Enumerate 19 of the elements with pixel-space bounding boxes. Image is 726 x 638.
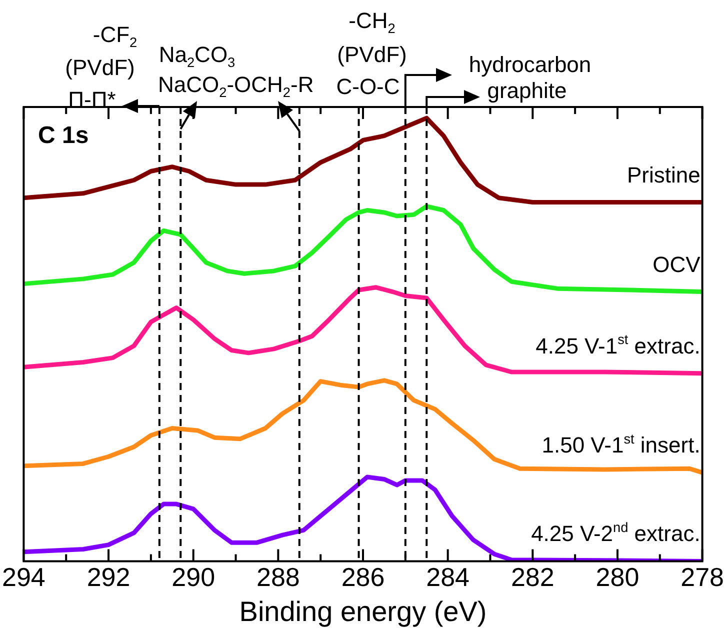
x-tick-label: 290 xyxy=(172,562,216,592)
series-label: Pristine xyxy=(626,162,700,188)
x-tick-label: 292 xyxy=(86,562,130,592)
x-tick-label: 286 xyxy=(341,562,385,592)
x-tick-label: 284 xyxy=(426,562,470,592)
x-tick-label: 282 xyxy=(510,562,554,592)
x-axis-title: Binding energy (eV) xyxy=(239,596,487,627)
text: (PVdF) xyxy=(337,42,407,67)
x-tick-label: 278 xyxy=(680,562,724,592)
x-tick-label: 294 xyxy=(2,562,46,592)
text: C-O-C xyxy=(336,74,400,99)
x-tick-label: 288 xyxy=(256,562,300,592)
text: hydrocarbon xyxy=(468,52,592,77)
text: graphite xyxy=(487,78,567,103)
series-label: OCV xyxy=(652,252,701,277)
x-tick-label: 280 xyxy=(596,562,640,592)
text: (PVdF) xyxy=(65,55,135,80)
annotation: C 1s xyxy=(38,122,89,149)
text: Π-Π* xyxy=(68,87,116,112)
